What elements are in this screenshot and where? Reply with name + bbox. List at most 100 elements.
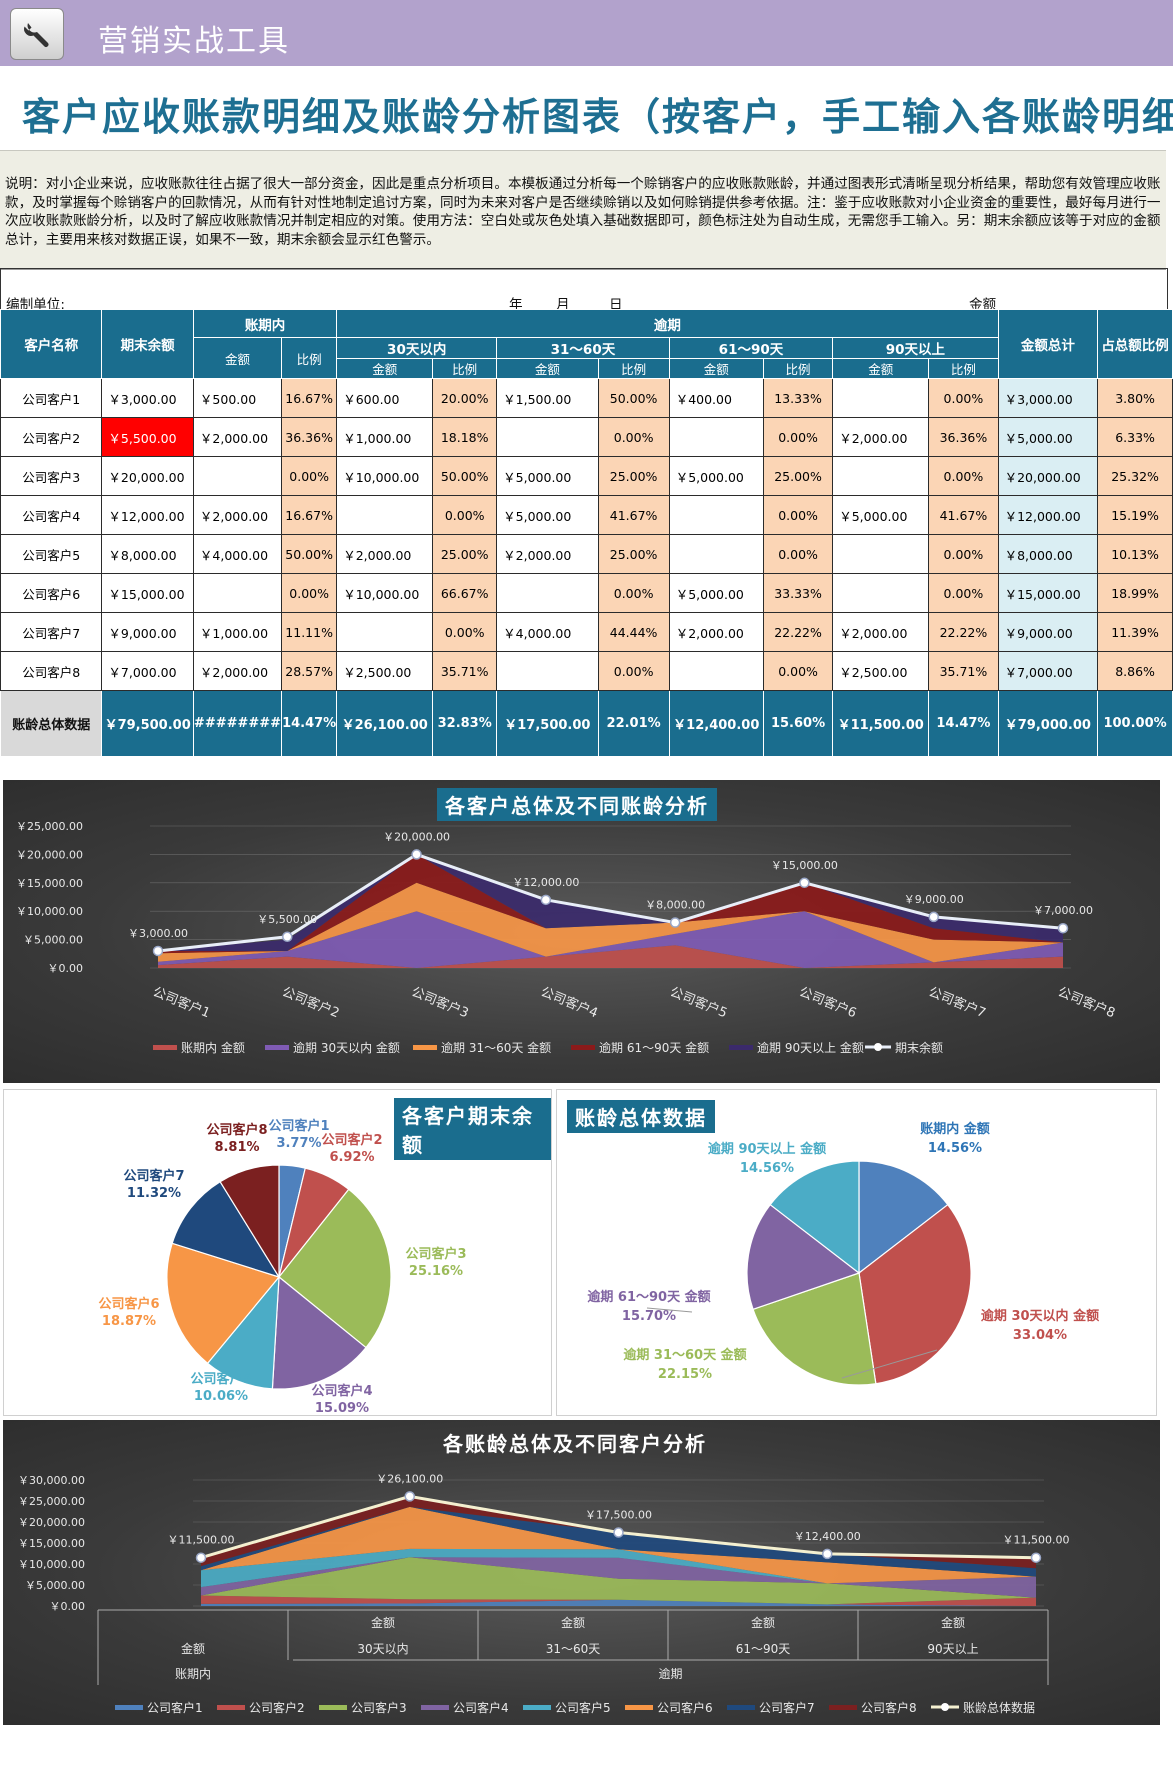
summary-cell: ￥17,500.00 (496, 690, 599, 757)
ratio-cell: 0.00% (928, 378, 999, 418)
amount-cell[interactable]: ￥500.00 (192, 378, 283, 418)
amount-cell[interactable]: ￥2,000.00 (336, 534, 434, 574)
total-cell: ￥15,000.00 (997, 573, 1099, 613)
amount-cell[interactable] (192, 573, 283, 613)
ending-balance-warning-cell[interactable]: ￥5,500.00 (101, 417, 194, 457)
table-row: 公司客户3 ￥20,000.00 0.00% ￥10,000.00 50.00% ￥5,0… (0, 456, 1173, 496)
line-point (613, 1527, 624, 1538)
page-title: 客户应收账款明细及账龄分析图表（按客户，手工输入各账龄明细） (22, 95, 1173, 139)
amount-cell[interactable]: ￥15,000.00 (101, 573, 194, 613)
amount-cell[interactable] (496, 573, 599, 613)
amount-cell[interactable]: ￥4,000.00 (192, 534, 283, 574)
amount-cell[interactable]: ￥2,000.00 (496, 534, 599, 574)
amount-cell[interactable]: ￥4,000.00 (496, 612, 599, 652)
amount-cell[interactable]: ￥2,000.00 (668, 612, 764, 652)
amount-cell[interactable] (832, 378, 930, 418)
amount-cell[interactable]: ￥5,000.00 (668, 573, 764, 613)
customer-cell[interactable]: 公司客户5 (0, 534, 103, 574)
x-tick-label: 账期内 (175, 1667, 211, 1681)
line-point (799, 877, 810, 889)
amount-cell[interactable]: ￥10,000.00 (336, 456, 434, 496)
amount-cell[interactable]: ￥1,000.00 (192, 612, 283, 652)
header-amount: 金额 (336, 358, 434, 379)
table-row: 公司客户2 ￥5,500.00 ￥2,000.00 36.36% ￥1,000.00 18… (0, 417, 1173, 457)
customer-cell[interactable]: 公司客户2 (0, 417, 103, 457)
customer-cell[interactable]: 公司客户1 (0, 378, 103, 418)
amount-cell[interactable] (336, 495, 434, 535)
ratio-cell: 36.36% (928, 417, 999, 457)
amount-cell[interactable]: ￥1,000.00 (336, 417, 434, 457)
legend-swatch (829, 1705, 857, 1710)
customer-cell[interactable]: 公司客户4 (0, 495, 103, 535)
summary-cell: 14.47% (281, 690, 338, 757)
amount-cell[interactable]: ￥1,500.00 (496, 378, 599, 418)
amount-cell[interactable]: ￥2,000.00 (192, 495, 283, 535)
ratio-cell: 0.00% (432, 495, 498, 535)
amount-cell[interactable]: ￥9,000.00 (101, 612, 194, 652)
amount-cell[interactable]: ￥600.00 (336, 378, 434, 418)
legend-swatch (265, 1045, 289, 1050)
amount-cell[interactable]: ￥10,000.00 (336, 573, 434, 613)
amount-cell[interactable] (668, 651, 764, 691)
slice-pct-label: 15.70% (622, 1309, 676, 1324)
total-cell: ￥9,000.00 (997, 612, 1099, 652)
chart-title: 各客户期末余额 (394, 1098, 551, 1160)
amount-cell[interactable]: ￥8,000.00 (101, 534, 194, 574)
legend-marker (941, 1703, 949, 1711)
amount-cell[interactable] (668, 534, 764, 574)
line-point (411, 849, 422, 860)
amount-cell[interactable] (336, 612, 434, 652)
total-line (157, 852, 1064, 953)
customer-cell[interactable]: 公司客户7 (0, 612, 103, 652)
amount-cell[interactable]: ￥2,000.00 (192, 651, 283, 691)
ratio-cell: 35.71% (432, 651, 498, 691)
x-tick-label: 公司客户5 (668, 984, 730, 1021)
amount-cell[interactable] (832, 534, 930, 574)
data-label: ￥5,500.00 (257, 913, 317, 926)
chart-aging-total-pie: 账期内 金额 14.56% 逾期 30天以内 金额 33.04% 逾期 31～60天 金… (587, 1121, 1099, 1386)
wrench-icon[interactable] (10, 8, 64, 60)
amount-cell[interactable] (832, 456, 930, 496)
description-box: 说明：对小企业来说，应收账款往往占据了很大一部分资金，因此是重点分析项目。本模板… (0, 150, 1166, 270)
amount-cell[interactable]: ￥2,000.00 (192, 417, 283, 457)
amount-cell[interactable] (832, 573, 930, 613)
customer-cell[interactable]: 公司客户3 (0, 456, 103, 496)
ratio-cell: 0.00% (432, 612, 498, 652)
header-amount: 金额 (668, 358, 764, 379)
customer-cell[interactable]: 公司客户8 (0, 651, 103, 691)
slice-label: 8.81% (214, 1140, 259, 1155)
amount-cell[interactable] (668, 495, 764, 535)
legend-label: 账期内 金额 (181, 1040, 245, 1055)
pie-slice (219, 1164, 280, 1280)
amount-cell[interactable]: ￥2,500.00 (336, 651, 434, 691)
amount-cell[interactable]: ￥2,000.00 (832, 612, 930, 652)
chart-customer-aging-plot: ￥25,000.00 ￥20,000.00 ￥15,000.00 ￥10,000.00… (16, 820, 1117, 1055)
summary-label: 账龄总体数据 (0, 690, 103, 757)
ratio-cell: 0.00% (597, 651, 670, 691)
amount-cell[interactable] (192, 456, 283, 496)
amount-cell[interactable]: ￥20,000.00 (101, 456, 194, 496)
amount-cell[interactable]: ￥2,000.00 (832, 417, 930, 457)
y-tick-label: ￥5,000.00 (23, 934, 83, 947)
legend-label: 公司客户7 (759, 1700, 815, 1715)
amount-cell[interactable]: ￥3,000.00 (101, 378, 194, 418)
amount-cell[interactable]: ￥5,000.00 (496, 495, 599, 535)
amount-cell[interactable] (496, 651, 599, 691)
area-series-8 (201, 1496, 1036, 1569)
pie-slice (746, 1203, 861, 1311)
customer-cell[interactable]: 公司客户6 (0, 573, 103, 613)
amount-cell[interactable]: ￥5,000.00 (496, 456, 599, 496)
legend-label: 逾期 90天以上 金额 (757, 1040, 864, 1055)
amount-cell[interactable]: ￥5,000.00 (832, 495, 930, 535)
amount-cell[interactable]: ￥2,500.00 (832, 651, 930, 691)
line-point (282, 931, 293, 943)
legend-swatch (421, 1705, 449, 1710)
amount-cell[interactable]: ￥12,000.00 (101, 495, 194, 535)
amount-cell[interactable]: ￥7,000.00 (101, 651, 194, 691)
amount-cell[interactable] (668, 417, 764, 457)
amount-cell[interactable]: ￥400.00 (668, 378, 764, 418)
amount-cell[interactable]: ￥5,000.00 (668, 456, 764, 496)
y-tick-label: ￥5,000.00 (25, 1579, 85, 1592)
amount-cell[interactable] (496, 417, 599, 457)
slice-label: 公司客户8 (206, 1122, 267, 1138)
